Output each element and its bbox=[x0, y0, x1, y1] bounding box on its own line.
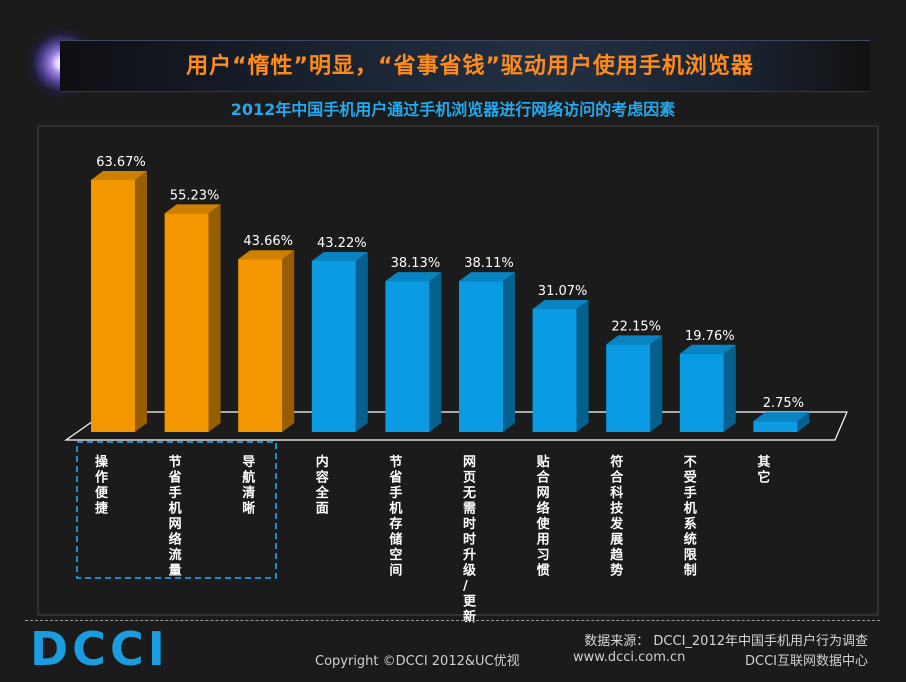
organization-name: DCCI互联网数据中心 bbox=[745, 654, 868, 669]
bar-2 bbox=[164, 213, 209, 432]
bar-1-side bbox=[135, 171, 147, 432]
bar-7-side bbox=[576, 300, 589, 432]
bar-2-side bbox=[208, 204, 221, 432]
bar-3-side bbox=[282, 250, 295, 432]
data-label-2: 55.23% bbox=[170, 188, 220, 203]
category-label-2: 节省手机网络流量 bbox=[168, 454, 182, 579]
bar-5-side bbox=[429, 272, 442, 432]
category-label-10: 其它 bbox=[757, 454, 770, 486]
bar-10-side bbox=[797, 412, 810, 432]
category-label-5: 节省手机存储空间 bbox=[388, 454, 402, 579]
data-label-8: 22.15% bbox=[611, 319, 661, 334]
bar-5-top bbox=[385, 272, 442, 282]
data-source: 数据来源： DCCI_2012年中国手机用户行为调查 bbox=[584, 634, 868, 649]
bar-7 bbox=[532, 309, 577, 432]
category-label-4: 内容全面 bbox=[315, 454, 330, 517]
footer-divider bbox=[25, 620, 880, 621]
bar-4-top bbox=[311, 251, 368, 261]
data-label-10: 2.75% bbox=[763, 396, 804, 411]
bar-3 bbox=[238, 259, 283, 432]
bar-2-top bbox=[164, 204, 221, 214]
plot-frame bbox=[37, 125, 879, 616]
data-label-1: 63.67% bbox=[96, 155, 146, 170]
category-label-3: 导航清晰 bbox=[242, 455, 255, 517]
page-title: 用户“惰性”明显，“省事省钱”驱动用户使用手机浏览器 bbox=[186, 54, 754, 79]
bar-4 bbox=[311, 260, 356, 432]
bar-9-side bbox=[723, 344, 736, 432]
bar-10 bbox=[753, 421, 798, 432]
bar-1 bbox=[91, 180, 135, 432]
dcci-logo: DCCI bbox=[30, 622, 169, 676]
copyright-text: Copyright ©DCCI 2012&UC优视 bbox=[315, 654, 520, 669]
bar-8 bbox=[606, 344, 651, 432]
data-label-9: 19.76% bbox=[685, 329, 735, 344]
data-label-7: 31.07% bbox=[538, 284, 588, 299]
bar-6-top bbox=[459, 272, 515, 282]
category-label-9: 不受手机系统限制 bbox=[684, 455, 698, 579]
highlight-box bbox=[76, 441, 277, 579]
bar-6-side bbox=[503, 272, 515, 432]
chart-subtitle: 2012年中国手机用户通过手机浏览器进行网络访问的考虑因素 bbox=[230, 100, 676, 119]
category-label-8: 符合科技发展趋势 bbox=[609, 454, 624, 579]
website-link[interactable]: www.dcci.com.cn bbox=[573, 650, 686, 665]
bar-6 bbox=[459, 281, 503, 432]
data-label-5: 38.13% bbox=[391, 256, 441, 271]
bar-4-side bbox=[355, 251, 368, 432]
data-label-4: 43.22% bbox=[317, 236, 367, 251]
data-label-3: 43.66% bbox=[243, 234, 293, 249]
bar-7-top bbox=[532, 300, 589, 310]
bar-5 bbox=[385, 281, 430, 432]
title-band bbox=[60, 40, 870, 92]
bar-1-top bbox=[91, 171, 147, 180]
data-label-6: 38.11% bbox=[464, 256, 514, 271]
category-label-6: 网页无需时时升级/更新 bbox=[462, 455, 477, 625]
bar-8-top bbox=[606, 335, 663, 345]
bar-3-top bbox=[238, 250, 295, 260]
category-label-7: 贴合网络使用习惯 bbox=[536, 454, 551, 579]
bar-10-top bbox=[753, 412, 810, 422]
bar-9-top bbox=[679, 344, 736, 354]
category-label-1: 操作便捷 bbox=[95, 454, 109, 517]
bar-9 bbox=[679, 353, 724, 432]
bar-8-side bbox=[650, 335, 663, 432]
